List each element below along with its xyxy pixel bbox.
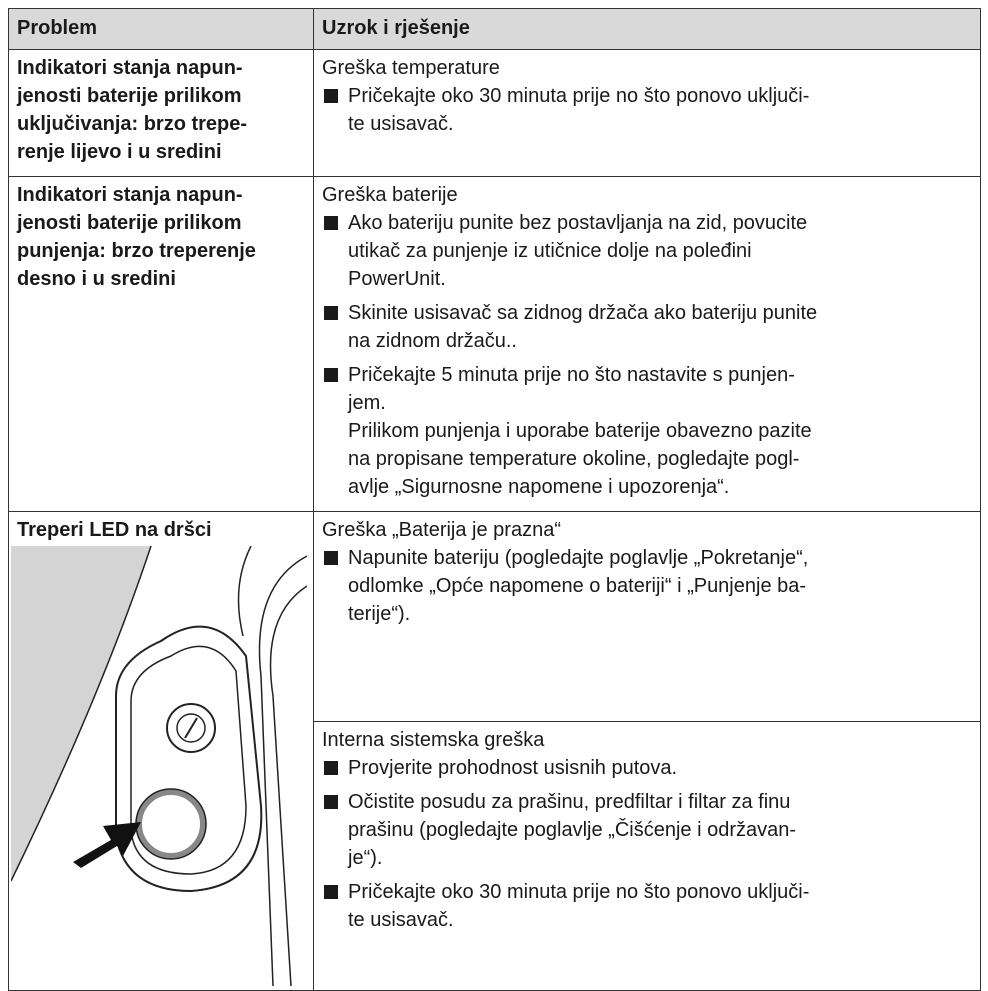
body-line [269, 585, 307, 986]
led-ring [136, 789, 206, 859]
text-line: prašinu (pogledajte poglavlje „Čišćenje … [348, 819, 797, 842]
note-line: Prilikom punjenja i uporabe baterije oba… [348, 420, 812, 442]
cause: Greška baterije [322, 184, 458, 206]
note-line: na propisane temperature okoline, pogled… [348, 448, 800, 470]
bullet [324, 885, 338, 900]
header-row: Problem Uzrok i rješenje [8, 8, 981, 50]
page: Problem Uzrok i rješenje Indikatori stan… [8, 8, 981, 991]
note-line: avlje „Sigurnosne napomene i upozorenja“… [348, 476, 730, 498]
shade [11, 546, 151, 881]
text-line: na zidnom držaču.. [348, 330, 517, 352]
problem-cell: Indikatori stanja napun-jenosti baterije… [8, 49, 314, 177]
bullet [324, 89, 338, 103]
solution-cell: Greška temperature Pričekajte oko 30 minu… [313, 49, 981, 177]
text-line: Pričekajte oko 30 minuta prije no što po… [348, 881, 810, 904]
table-row: Indikatori stanja napun-jenosti baterije… [8, 49, 981, 177]
problem-line: jenosti baterije prilikom [17, 212, 242, 234]
cause: Greška temperature [322, 57, 500, 79]
problem-line: uključivanja: brzo trepe- [17, 113, 248, 135]
table-row: Treperi LED na dršci Greška „Baterija je… [8, 510, 981, 991]
arrow [73, 822, 141, 868]
troubleshooting-table: Problem Uzrok i rješenje Indikatori stan… [8, 8, 981, 991]
header-cell: Uzrok i rješenje [313, 8, 981, 50]
solution-item: Skinite usisavač sa zidnog držača ako ba… [322, 299, 972, 355]
problem-line: desno i u sredini [17, 268, 176, 290]
text-line: Ako bateriju punite bez postavljanja na … [348, 212, 808, 234]
text-line: Pričekajte oko 30 minuta prije no što po… [348, 85, 810, 107]
bullet [324, 306, 338, 320]
body-line [258, 555, 307, 986]
text-line: Provjerite prohodnost usisnih putova. [348, 757, 678, 780]
handle-illustration [11, 546, 307, 986]
text-line: terije“). [348, 603, 411, 625]
cause: Greška „Baterija je prazna“ [322, 519, 561, 541]
text-line: PowerUnit. [348, 268, 446, 290]
solution-item: Očistite posudu za prašinu, predfiltar i… [322, 788, 972, 872]
text-line: Pričekajte 5 minuta prije no što nastavi… [348, 364, 795, 386]
solution-item: Pričekajte 5 minuta prije no što nastavi… [322, 361, 972, 501]
solution-cell: Interna sistemska greška Provjerite proho… [313, 721, 981, 991]
solution-item: Napunite bateriju (pogledajte poglavlje … [322, 544, 972, 628]
body-line [237, 546, 252, 637]
solution-cell: Greška „Baterija je prazna“ Napunite bate… [313, 510, 981, 723]
solution-item: Pričekajte oko 30 minuta prije no što po… [322, 878, 972, 934]
solution-item: Ako bateriju punite bez postavljanja na … [322, 209, 972, 293]
text-line: jem. [348, 392, 386, 414]
problem-cell: Indikatori stanja napun-jenosti baterije… [8, 176, 314, 512]
text-line: utikač za punjenje iz utičnice dolje na … [348, 240, 752, 262]
solution-item: Provjerite prohodnost usisnih putova. [322, 754, 972, 782]
problem-line: renje lijevo i u sredini [17, 141, 222, 163]
bullet [324, 761, 338, 776]
text-line: je“). [348, 847, 383, 870]
switch-slot [184, 717, 198, 739]
text-line: te usisavač. [348, 113, 454, 135]
cause: Interna sistemska greška [322, 729, 545, 752]
problem-line: jenosti baterije prilikom [17, 85, 242, 107]
text-line: Napunite bateriju (pogledajte poglavlje … [348, 547, 809, 569]
problem-line: Indikatori stanja napun- [17, 184, 243, 206]
text-line: Skinite usisavač sa zidnog držača ako ba… [348, 302, 818, 324]
bullet [324, 216, 338, 230]
problem-line: Indikatori stanja napun- [17, 57, 243, 79]
outline [11, 546, 152, 882]
problem-cell: Treperi LED na dršci [8, 511, 314, 991]
solution-item: Pričekajte oko 30 minuta prije no što po… [322, 82, 972, 138]
bullet [324, 368, 338, 382]
problem-line: punjenja: brzo treperenje [17, 240, 256, 262]
text-line: Očistite posudu za prašinu, predfiltar i… [348, 791, 791, 814]
solution-cell: Greška baterije Ako bateriju punite bez p… [313, 176, 981, 512]
header-cell: Problem [8, 8, 314, 50]
table-row: Indikatori stanja napun-jenosti baterije… [8, 176, 981, 512]
bullet [324, 795, 338, 810]
bullet [324, 551, 338, 565]
handle-inner [130, 645, 247, 875]
text-line: te usisavač. [348, 909, 454, 932]
problem-line: Treperi LED na dršci [17, 519, 212, 541]
text-line: odlomke „Opće napomene o bateriji“ i „Pu… [348, 575, 807, 597]
